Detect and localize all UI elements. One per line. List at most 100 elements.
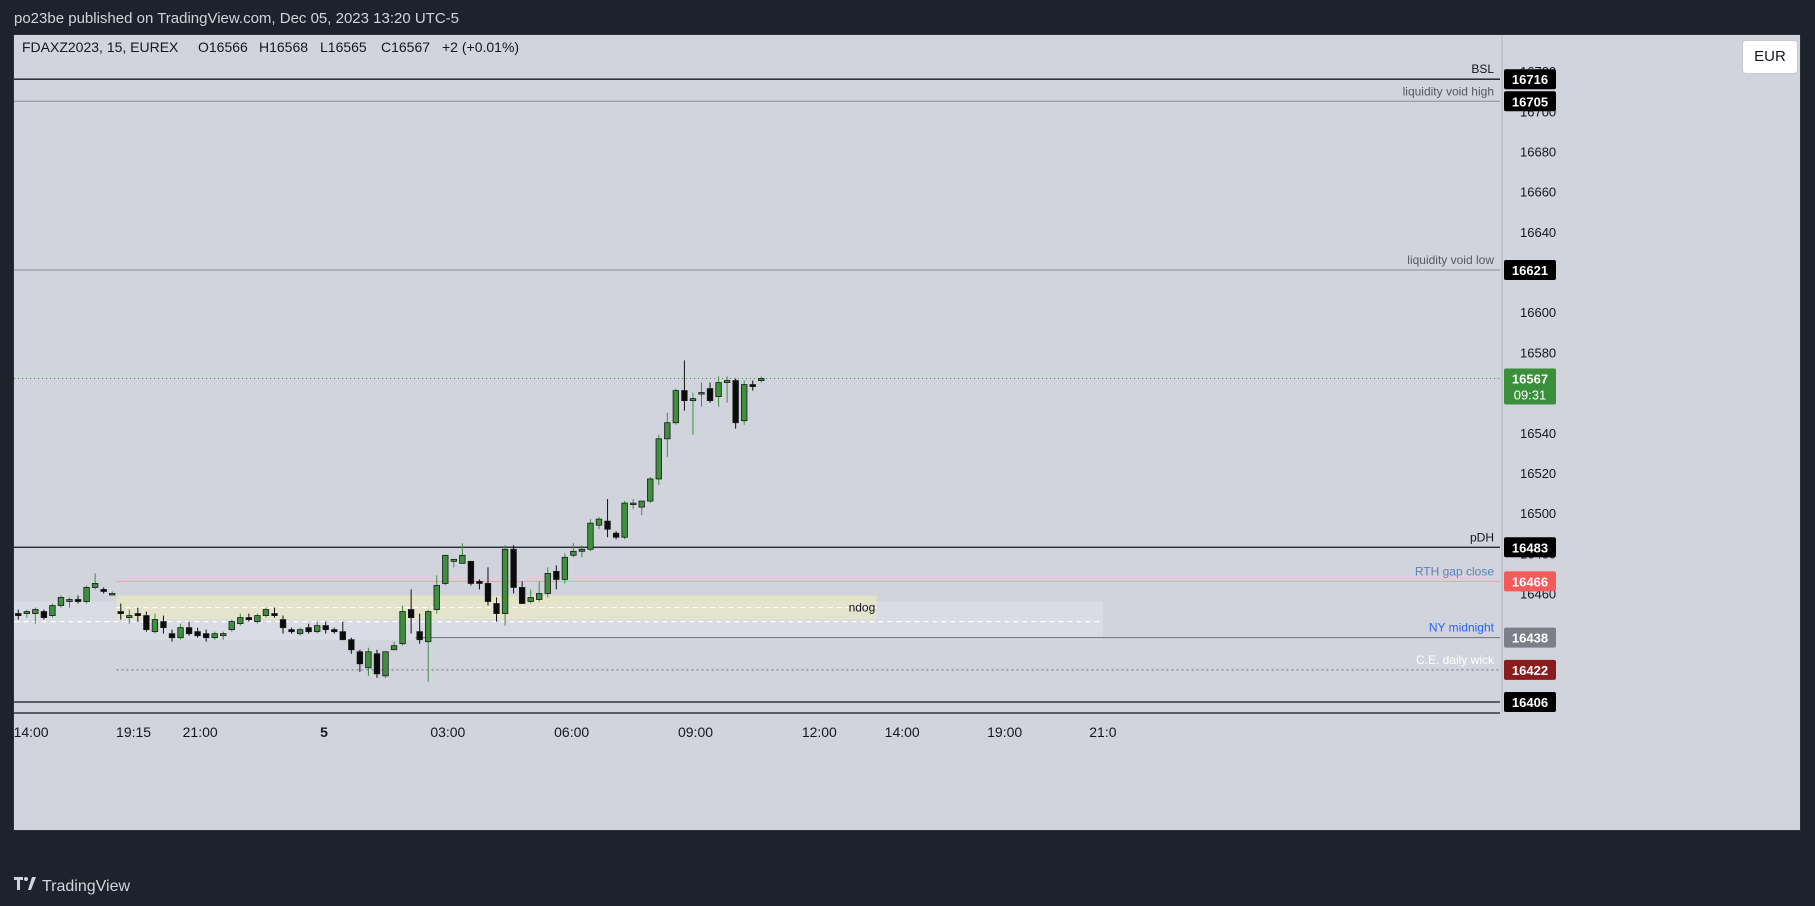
candle-body [621,502,628,538]
price-tick-label: 16660 [1520,185,1556,200]
legend-item: +2 (+0.01%) [442,39,519,55]
last-price-badge [1504,368,1556,405]
candle-body [715,382,722,398]
price-tick-label: 16520 [1520,466,1556,481]
candle-body [459,554,466,564]
time-tick-label: 03:00 [430,724,465,740]
candle-body [126,615,133,618]
candle-body [254,615,261,623]
candle-body [185,627,193,635]
candle-body [322,625,329,631]
time-tick-label: 09:00 [678,724,713,740]
price-tick-label: 16500 [1520,506,1556,521]
candle-body [544,572,551,594]
candle-body [493,603,500,614]
level-label: RTH gap close [1415,564,1494,578]
footer-brand[interactable]: TradingView [42,877,131,895]
candle-body [194,631,201,637]
candle-body [49,605,56,616]
price-badge-label: 16422 [1512,663,1548,678]
candle-body [288,629,295,633]
price-badge [1504,260,1556,281]
candle-body [723,380,731,383]
candle-body [741,384,748,422]
candle-body [647,478,654,502]
candle-body [143,615,150,631]
price-badge-label: 16716 [1512,72,1548,87]
candle-body [570,550,577,556]
candle-body [91,583,99,588]
level-label: NY midnight [1429,621,1495,635]
candle-body [74,599,82,602]
time-tick-label: 21:0 [1089,724,1116,740]
candle-body [117,611,124,614]
candle-body [536,593,543,600]
price-tick-label: 16680 [1520,145,1556,160]
price-badge [1504,659,1556,680]
legend-item: L16565 [320,39,367,55]
candle-body [706,388,714,402]
price-tick-label: 16600 [1520,305,1556,320]
candle-body [467,560,475,584]
time-tick-label: 14:00 [885,724,920,740]
candle-body [23,611,30,614]
price-badge [1504,69,1556,90]
candle-body [331,629,338,633]
candle-body [501,548,509,614]
candle-body [578,548,586,552]
time-tick-label: 14:00 [14,724,49,740]
candle-body [527,597,534,602]
candle-body [638,500,645,508]
candle-body [450,558,457,562]
candle-body [168,633,176,639]
legend-item: FDAXZ2023, 15, EUREX [22,39,179,55]
price-tick-label: 16540 [1520,426,1556,441]
price-chart[interactable]: ndogndogBSLliquidity void highliquidity … [14,35,1800,830]
time-axis [14,713,1500,830]
candle-body [612,532,620,538]
chart-pane[interactable]: ndogndogBSLliquidity void highliquidity … [13,34,1801,831]
time-tick-label: 12:00 [802,724,837,740]
tradingview-logo-icon[interactable] [14,877,36,896]
candle-body [518,587,526,604]
candle-body [356,651,364,665]
price-badge-label: 16705 [1512,94,1548,109]
price-badge-label: 16483 [1512,540,1548,555]
candle-body [484,583,492,602]
candle-body [629,502,637,505]
level-label: pDH [1470,530,1494,544]
candle-body [416,631,423,641]
candle-body [561,556,569,580]
candle-body [510,548,517,588]
candle-body [83,587,90,602]
candle-body [595,518,603,526]
candle-body [373,653,381,675]
bar-countdown-label: 09:31 [1514,388,1547,403]
price-badge [1504,537,1556,558]
price-badge-label: 16438 [1512,631,1548,646]
candle-body [365,651,372,669]
candle-body [749,384,756,387]
candle-body [672,390,680,424]
legend-item: H16568 [259,39,308,55]
candle-body [211,633,218,639]
candle-body [305,627,312,633]
candle-body [109,593,116,596]
level-label: C.E. daily wick [1416,653,1495,667]
currency-button[interactable]: EUR [1742,40,1798,74]
price-badge [1504,571,1556,592]
candle-body [339,631,346,641]
candle-body [698,392,705,395]
candle-body [279,619,287,629]
time-tick-label: 19:00 [987,724,1022,740]
candle-body [732,380,739,424]
footer: TradingView [0,868,1815,906]
candle-body [758,378,765,381]
publish-header: po23be published on TradingView.com, Dec… [0,0,1815,34]
candle-body [66,599,73,602]
price-badge [1504,627,1556,648]
price-badge-label: 16406 [1512,695,1548,710]
candle-body [160,621,167,629]
candle-body [177,627,184,639]
last-price-label: 16567 [1512,372,1548,387]
